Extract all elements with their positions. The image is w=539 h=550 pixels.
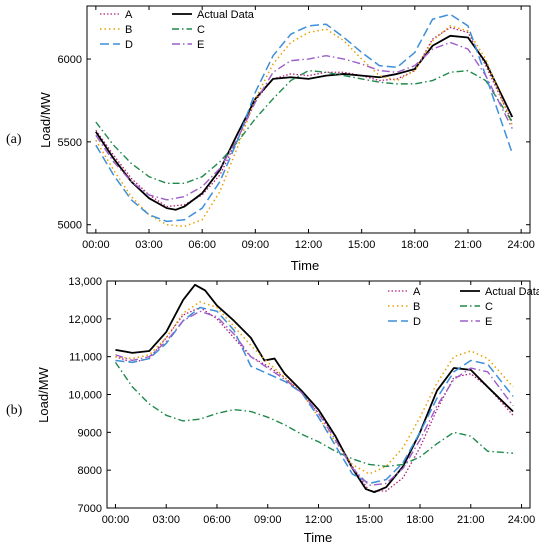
legend-entry-a: B — [125, 24, 132, 36]
y-tick-label-a: 6000 — [58, 54, 82, 66]
y-tick-label-a: 5000 — [58, 220, 82, 232]
x-tick-label-a: 00:00 — [82, 239, 110, 251]
y-tick-label-b: 10,000 — [68, 390, 102, 402]
x-tick-label-b: 24:00 — [508, 514, 536, 526]
series-line-a-e — [95, 41, 513, 201]
x-tick-label-b: 06:00 — [203, 514, 231, 526]
series-line-b-b — [115, 301, 514, 475]
legend-entry-b: E — [485, 316, 492, 328]
y-tick-label-b: 9000 — [78, 427, 102, 439]
x-tick-label-a: 18:00 — [401, 239, 429, 251]
x-tick-label-a: 21:00 — [454, 239, 482, 251]
x-tick-label-a: 09:00 — [242, 239, 270, 251]
legend-entry-b: C — [485, 301, 493, 313]
series-line-a-actual-data — [95, 34, 514, 211]
x-axis-label-a: Time — [291, 258, 319, 273]
legend-entry-a: E — [197, 39, 204, 51]
x-tick-label-a: 12:00 — [295, 239, 323, 251]
y-tick-label-b: 13,000 — [68, 276, 102, 288]
x-tick-label-b: 03:00 — [152, 514, 180, 526]
y-axis-label-b: Load/MW — [36, 366, 51, 422]
x-tick-label-b: 09:00 — [254, 514, 282, 526]
x-tick-label-b: 12:00 — [305, 514, 333, 526]
y-tick-label-a: 5500 — [58, 137, 82, 149]
legend-entry-a: C — [197, 24, 205, 36]
series-line-a-d — [95, 13, 513, 223]
y-tick-label-b: 11,000 — [69, 352, 102, 364]
series-line-a-a — [95, 26, 513, 208]
plot-frame-a — [86, 5, 531, 234]
legend-entry-a: Actual Data — [197, 9, 255, 21]
x-tick-label-b: 00:00 — [102, 514, 130, 526]
x-tick-label-b: 18:00 — [406, 514, 434, 526]
x-axis-label-b: Time — [304, 530, 332, 545]
series-line-b-c — [114, 361, 514, 468]
legend-entry-b: A — [413, 286, 421, 298]
legend-entry-b: D — [413, 316, 421, 328]
series-line-b-d — [115, 306, 514, 485]
y-tick-label-b: 7000 — [78, 503, 102, 515]
x-tick-label-b: 15:00 — [355, 514, 383, 526]
legend-entry-a: A — [125, 9, 133, 21]
legend-entry-b: B — [413, 301, 420, 313]
chart-panel-b: 00:00 03:00 06:00 09:00 12:00 15:00 18:00 21:00… — [6, 276, 539, 545]
series-line-b-actual-data — [115, 283, 514, 494]
series-line-a-b — [95, 25, 513, 228]
series-line-b-e — [115, 310, 514, 486]
legend-entry-b: Actual Data — [485, 286, 539, 298]
x-tick-label-a: 03:00 — [135, 239, 163, 251]
chart-panel-a: 00:00 03:00 06:00 09:00 12:00 15:00 18:00 21:00… — [6, 5, 535, 273]
plot-frame-b — [106, 280, 531, 509]
y-tick-label-b: 12,000 — [68, 314, 102, 326]
x-tick-label-b: 21:00 — [457, 514, 485, 526]
x-tick-label-a: 24:00 — [507, 239, 535, 251]
legend-entry-a: D — [125, 39, 133, 51]
y-tick-label-b: 8000 — [78, 465, 102, 477]
y-axis-label-a: Load/MW — [38, 91, 53, 147]
series-line-b-a — [115, 306, 514, 492]
series-line-a-c — [95, 69, 513, 184]
x-tick-label-a: 15:00 — [348, 239, 376, 251]
x-tick-label-a: 06:00 — [188, 239, 216, 251]
panel-label-a: (a) — [6, 132, 22, 147]
panel-label-b: (b) — [6, 403, 23, 418]
